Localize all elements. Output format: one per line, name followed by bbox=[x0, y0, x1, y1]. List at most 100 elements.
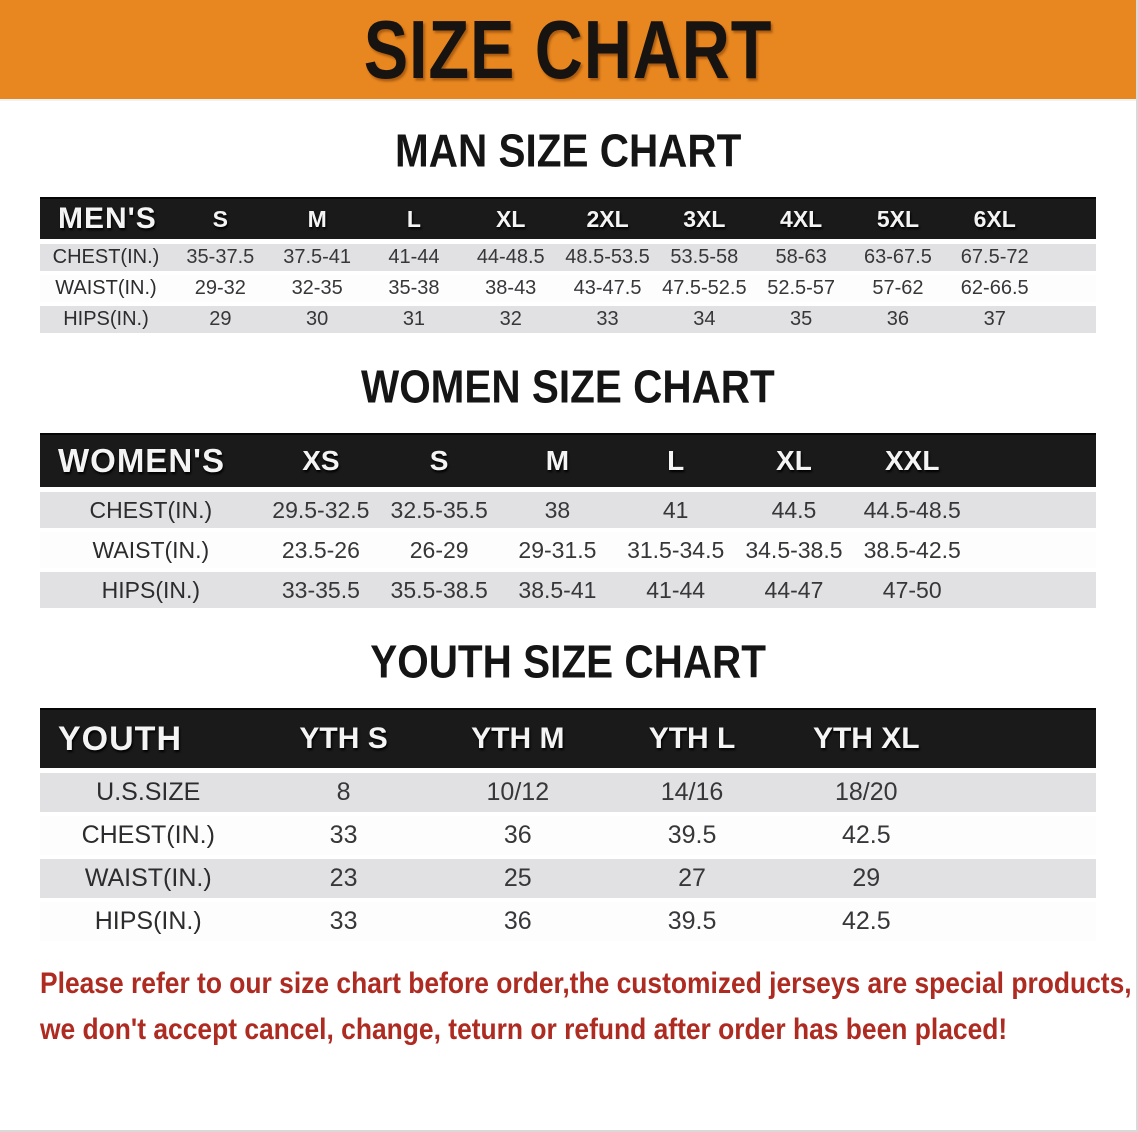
measurement-value-cell: 36 bbox=[849, 306, 947, 337]
measurement-row-label: WAIST(IN.) bbox=[40, 532, 262, 572]
measurement-value-cell: 36 bbox=[430, 816, 605, 859]
measurement-row: HIPS(IN.) 29 30 31 32 33 34 35 36 37 bbox=[40, 306, 1096, 337]
row-spacer-cell bbox=[1043, 244, 1096, 275]
row-spacer-cell bbox=[1043, 275, 1096, 306]
measurement-value-cell: 8 bbox=[256, 773, 431, 816]
measurement-row-label: CHEST(IN.) bbox=[40, 244, 172, 275]
measurement-value-cell: 44.5-48.5 bbox=[853, 492, 972, 532]
measurement-row: WAIST(IN.) 23.5-26 26-29 29-31.5 31.5-34.5 34… bbox=[40, 532, 1096, 572]
measurement-row-label: HIPS(IN.) bbox=[40, 572, 262, 612]
men-section: MAN SIZE CHART MEN'S S M L XL 2XL 3XL 4XL 5XL 6XL… bbox=[0, 125, 1136, 337]
measurement-value-cell: 29-31.5 bbox=[498, 532, 617, 572]
row-spacer-cell bbox=[971, 532, 1096, 572]
measurement-value-cell: 38 bbox=[498, 492, 617, 532]
youth-section-heading-text: YOUTH SIZE CHART bbox=[370, 636, 766, 689]
banner-title: SIZE CHART bbox=[363, 3, 773, 96]
size-column-header: YTH M bbox=[430, 708, 605, 773]
measurement-value-cell: 23 bbox=[256, 859, 431, 902]
women-size-table: WOMEN'S XS S M L XL XXL CHEST(IN.) 29.5-32.5 32.5… bbox=[40, 433, 1096, 612]
size-column-header: XL bbox=[462, 197, 560, 244]
row-spacer-cell bbox=[971, 492, 1096, 532]
size-column-header: S bbox=[171, 197, 269, 244]
size-column-header: 5XL bbox=[849, 197, 947, 244]
measurement-value-cell: 38.5-41 bbox=[498, 572, 617, 612]
measurement-value-cell: 44.5 bbox=[734, 492, 854, 532]
size-column-header: L bbox=[365, 197, 463, 244]
row-spacer-cell bbox=[953, 816, 1096, 859]
men-section-heading-text: MAN SIZE CHART bbox=[394, 125, 742, 178]
youth-section-heading: YOUTH SIZE CHART bbox=[0, 636, 1136, 689]
measurement-value-cell: 41 bbox=[616, 492, 735, 532]
disclaimer-line-1: Please refer to our size chart before or… bbox=[40, 967, 1132, 1000]
row-spacer-cell bbox=[1043, 306, 1096, 337]
measurement-row-label: CHEST(IN.) bbox=[40, 816, 257, 859]
measurement-value-cell: 35 bbox=[752, 306, 850, 337]
measurement-value-cell: 36 bbox=[430, 902, 605, 945]
measurement-value-cell: 47.5-52.5 bbox=[655, 275, 753, 306]
table-corner-label: WOMEN'S bbox=[40, 433, 262, 492]
size-column-header: S bbox=[380, 433, 499, 492]
size-header-row: YOUTH YTH S YTH M YTH L YTH XL bbox=[40, 708, 1096, 773]
size-column-header: YTH S bbox=[256, 708, 431, 773]
size-column-header: YTH XL bbox=[779, 708, 954, 773]
measurement-value-cell: 44-48.5 bbox=[462, 244, 560, 275]
measurement-value-cell: 38.5-42.5 bbox=[853, 532, 972, 572]
measurement-row: CHEST(IN.) 35-37.5 37.5-41 41-44 44-48.5 48.5… bbox=[40, 244, 1096, 275]
measurement-value-cell: 29 bbox=[779, 859, 954, 902]
size-column-header: 4XL bbox=[752, 197, 850, 244]
measurement-value-cell: 31.5-34.5 bbox=[616, 532, 735, 572]
row-spacer-cell bbox=[953, 902, 1096, 945]
measurement-row: CHEST(IN.) 29.5-32.5 32.5-35.5 38 41 44.5 44.5… bbox=[40, 492, 1096, 532]
measurement-value-cell: 32.5-35.5 bbox=[380, 492, 499, 532]
measurement-value-cell: 42.5 bbox=[779, 816, 954, 859]
measurement-value-cell: 39.5 bbox=[604, 902, 780, 945]
youth-size-table: YOUTH YTH S YTH M YTH L YTH XL U.S.SIZE 8 10/12… bbox=[40, 708, 1096, 945]
measurement-value-cell: 25 bbox=[430, 859, 605, 902]
measurement-value-cell: 41-44 bbox=[616, 572, 735, 612]
measurement-value-cell: 53.5-58 bbox=[655, 244, 753, 275]
size-column-header: XS bbox=[261, 433, 381, 492]
measurement-row-label: WAIST(IN.) bbox=[40, 859, 257, 902]
row-spacer-cell bbox=[953, 773, 1096, 816]
women-section-heading-text: WOMEN SIZE CHART bbox=[361, 361, 775, 414]
measurement-value-cell: 30 bbox=[268, 306, 366, 337]
header-spacer-cell bbox=[971, 433, 1096, 492]
measurement-row-label: WAIST(IN.) bbox=[40, 275, 172, 306]
size-header-row: MEN'S S M L XL 2XL 3XL 4XL 5XL 6XL bbox=[40, 197, 1096, 244]
row-spacer-cell bbox=[953, 859, 1096, 902]
measurement-value-cell: 48.5-53.5 bbox=[559, 244, 656, 275]
measurement-row: WAIST(IN.) 23 25 27 29 bbox=[40, 859, 1096, 902]
row-spacer-cell bbox=[971, 572, 1096, 612]
measurement-value-cell: 27 bbox=[604, 859, 780, 902]
men-section-heading: MAN SIZE CHART bbox=[0, 125, 1136, 178]
women-section-heading: WOMEN SIZE CHART bbox=[0, 361, 1136, 414]
measurement-value-cell: 29-32 bbox=[171, 275, 269, 306]
size-column-header: XL bbox=[734, 433, 854, 492]
measurement-row-label: CHEST(IN.) bbox=[40, 492, 262, 532]
measurement-value-cell: 18/20 bbox=[779, 773, 954, 816]
measurement-value-cell: 34 bbox=[655, 306, 753, 337]
youth-section: YOUTH SIZE CHART YOUTH YTH S YTH M YTH L YTH… bbox=[0, 636, 1136, 945]
measurement-value-cell: 14/16 bbox=[604, 773, 780, 816]
measurement-value-cell: 35-37.5 bbox=[171, 244, 269, 275]
measurement-value-cell: 29.5-32.5 bbox=[261, 492, 381, 532]
measurement-value-cell: 37.5-41 bbox=[268, 244, 366, 275]
measurement-value-cell: 67.5-72 bbox=[946, 244, 1044, 275]
measurement-value-cell: 35-38 bbox=[365, 275, 463, 306]
size-column-header: M bbox=[498, 433, 617, 492]
youth-size-table-slot: YOUTH YTH S YTH M YTH L YTH XL U.S.SIZE 8 10/12… bbox=[0, 708, 1136, 945]
measurement-value-cell: 57-62 bbox=[849, 275, 947, 306]
women-section: WOMEN SIZE CHART WOMEN'S XS S M L XL XXL CHEST(… bbox=[0, 361, 1136, 612]
measurement-row: WAIST(IN.) 29-32 32-35 35-38 38-43 43-47.5 47.… bbox=[40, 275, 1096, 306]
measurement-value-cell: 10/12 bbox=[430, 773, 605, 816]
size-column-header: 6XL bbox=[946, 197, 1044, 244]
measurement-value-cell: 35.5-38.5 bbox=[380, 572, 499, 612]
size-column-header: M bbox=[268, 197, 366, 244]
measurement-value-cell: 33 bbox=[256, 902, 431, 945]
measurement-value-cell: 58-63 bbox=[752, 244, 850, 275]
measurement-row: HIPS(IN.) 33 36 39.5 42.5 bbox=[40, 902, 1096, 945]
men-size-table: MEN'S S M L XL 2XL 3XL 4XL 5XL 6XL CHEST(IN.) 35-37… bbox=[40, 197, 1096, 337]
measurement-value-cell: 33 bbox=[256, 816, 431, 859]
disclaimer-note: Please refer to our size chart before or… bbox=[40, 963, 1136, 1055]
